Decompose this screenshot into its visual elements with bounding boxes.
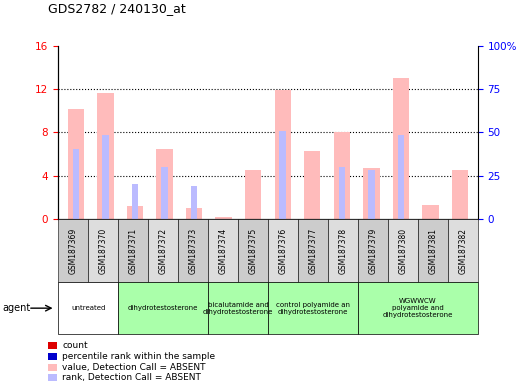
Text: GSM187381: GSM187381 [428,228,437,273]
Bar [186,208,202,219]
Text: value, Detection Call = ABSENT: value, Detection Call = ABSENT [62,362,206,372]
Bar [102,134,109,219]
Text: WGWWCW
polyamide and
dihydrotestosterone: WGWWCW polyamide and dihydrotestosterone [383,298,453,318]
Text: GSM187369: GSM187369 [69,227,78,274]
Text: control polyamide an
dihydrotestosterone: control polyamide an dihydrotestosterone [276,302,350,314]
Bar [398,134,404,219]
Bar [131,184,138,219]
Text: bicalutamide and
dihydrotestosterone: bicalutamide and dihydrotestosterone [203,302,273,314]
Text: GSM187380: GSM187380 [399,227,408,274]
Bar [363,168,380,219]
Bar [97,93,114,219]
Bar [393,78,409,219]
Text: GSM187379: GSM187379 [369,227,378,274]
Text: GSM187375: GSM187375 [249,227,258,274]
Bar [338,167,345,219]
Text: dihydrotestosterone: dihydrotestosterone [128,305,198,311]
Bar [161,167,168,219]
Text: GSM187382: GSM187382 [458,228,467,273]
Text: percentile rank within the sample: percentile rank within the sample [62,352,215,361]
Text: GSM187370: GSM187370 [99,227,108,274]
Text: GSM187374: GSM187374 [219,227,228,274]
Text: rank, Detection Call = ABSENT: rank, Detection Call = ABSENT [62,373,201,382]
Text: GSM187371: GSM187371 [128,227,137,274]
Text: count: count [62,341,88,350]
Bar [275,90,291,219]
Text: GSM187372: GSM187372 [158,227,167,274]
Bar [245,170,261,219]
Text: untreated: untreated [71,305,105,311]
Bar [191,186,197,219]
Bar [334,132,350,219]
Bar [68,109,84,219]
Text: agent: agent [3,303,31,313]
Bar [156,149,173,219]
Bar [215,217,232,219]
Bar [452,170,468,219]
Text: GSM187377: GSM187377 [308,227,317,274]
Text: GSM187378: GSM187378 [338,227,347,274]
Bar [72,149,79,219]
Bar [304,151,320,219]
Bar [279,131,286,219]
Bar [368,170,375,219]
Text: GDS2782 / 240130_at: GDS2782 / 240130_at [48,2,185,15]
Bar [422,205,439,219]
Text: GSM187376: GSM187376 [278,227,287,274]
Text: GSM187373: GSM187373 [188,227,197,274]
Bar [127,206,143,219]
